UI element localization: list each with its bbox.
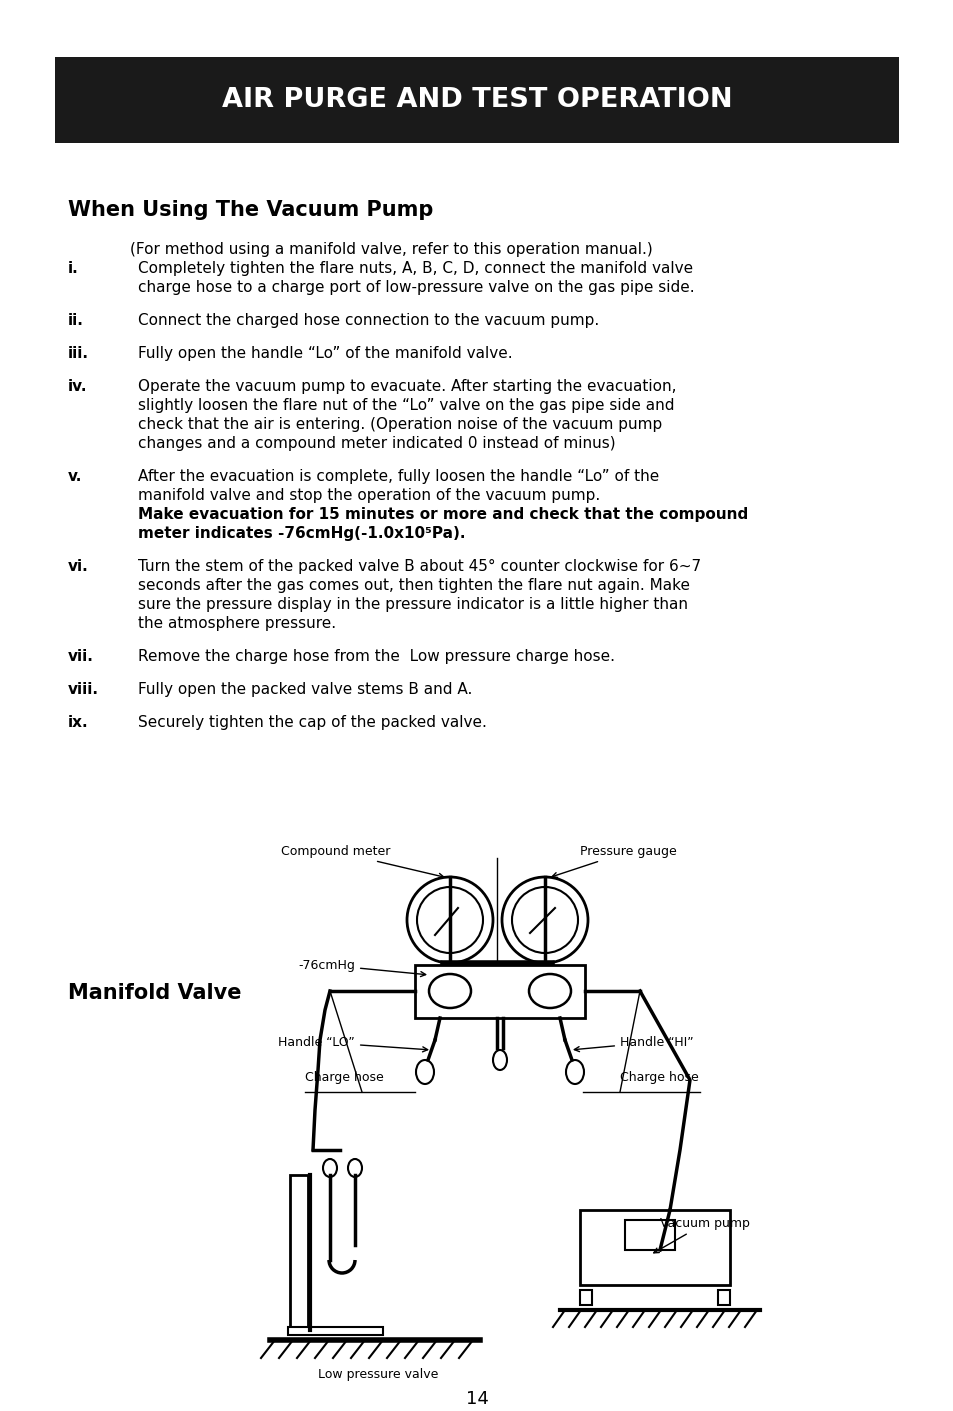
Text: Compound meter: Compound meter [280,845,443,878]
Bar [415,965,584,1017]
Text: Charge hose: Charge hose [619,1071,698,1084]
Text: Securely tighten the cap of the packed valve.: Securely tighten the cap of the packed v… [138,715,486,729]
Bar [288,1326,382,1335]
Text: slightly loosen the flare nut of the “Lo” valve on the gas pipe side and: slightly loosen the flare nut of the “Lo… [138,398,674,413]
Bar [718,1290,729,1305]
Text: When Using The Vacuum Pump: When Using The Vacuum Pump [68,200,433,220]
Text: Make evacuation for 15 minutes or more and check that the compound: Make evacuation for 15 minutes or more a… [138,507,747,522]
Text: vi.: vi. [68,559,89,574]
Text: vii.: vii. [68,649,93,665]
Text: ii.: ii. [68,313,84,327]
Bar [55,56,898,143]
Text: sure the pressure display in the pressure indicator is a little higher than: sure the pressure display in the pressur… [138,597,687,612]
Text: Vacuum pump: Vacuum pump [653,1218,749,1253]
Text: Remove the charge hose from the  Low pressure charge hose.: Remove the charge hose from the Low pres… [138,649,615,665]
Text: Pressure gauge: Pressure gauge [552,845,676,878]
Text: ix.: ix. [68,715,89,729]
Text: Fully open the packed valve stems B and A.: Fully open the packed valve stems B and … [138,682,472,697]
Text: Operate the vacuum pump to evacuate. After starting the evacuation,: Operate the vacuum pump to evacuate. Aft… [138,380,676,394]
Text: seconds after the gas comes out, then tighten the flare nut again. Make: seconds after the gas comes out, then ti… [138,579,689,593]
Text: meter indicates -76cmHg(-1.0x10⁵Pa).: meter indicates -76cmHg(-1.0x10⁵Pa). [138,526,465,540]
Text: Completely tighten the flare nuts, A, B, C, D, connect the manifold valve: Completely tighten the flare nuts, A, B,… [138,261,693,277]
Text: v.: v. [68,468,82,484]
Text: charge hose to a charge port of low-pressure valve on the gas pipe side.: charge hose to a charge port of low-pres… [138,279,694,295]
Bar [290,1175,308,1331]
Text: iii.: iii. [68,346,89,361]
Text: Connect the charged hose connection to the vacuum pump.: Connect the charged hose connection to t… [138,313,598,327]
Text: Turn the stem of the packed valve B about 45° counter clockwise for 6~7: Turn the stem of the packed valve B abou… [138,559,700,574]
Text: Low pressure valve: Low pressure valve [317,1369,437,1381]
Text: Handle “HI”: Handle “HI” [574,1036,693,1051]
Text: AIR PURGE AND TEST OPERATION: AIR PURGE AND TEST OPERATION [221,87,732,113]
Text: manifold valve and stop the operation of the vacuum pump.: manifold valve and stop the operation of… [138,488,599,502]
Text: 14: 14 [465,1390,488,1408]
Text: i.: i. [68,261,79,277]
Text: -76cmHg: -76cmHg [297,958,425,976]
Bar [624,1221,675,1250]
Text: viii.: viii. [68,682,99,697]
Text: After the evacuation is complete, fully loosen the handle “Lo” of the: After the evacuation is complete, fully … [138,468,659,484]
Text: check that the air is entering. (Operation noise of the vacuum pump: check that the air is entering. (Operati… [138,418,661,432]
Text: (For method using a manifold valve, refer to this operation manual.): (For method using a manifold valve, refe… [130,243,652,257]
Text: iv.: iv. [68,380,88,394]
Text: changes and a compound meter indicated 0 instead of minus): changes and a compound meter indicated 0… [138,436,615,452]
Text: Manifold Valve: Manifold Valve [68,983,241,1003]
Text: Fully open the handle “Lo” of the manifold valve.: Fully open the handle “Lo” of the manifo… [138,346,512,361]
Bar [579,1211,729,1285]
Text: Handle “LO”: Handle “LO” [278,1036,427,1051]
Text: the atmosphere pressure.: the atmosphere pressure. [138,617,335,631]
Text: Charge hose: Charge hose [305,1071,383,1084]
Bar [579,1290,592,1305]
